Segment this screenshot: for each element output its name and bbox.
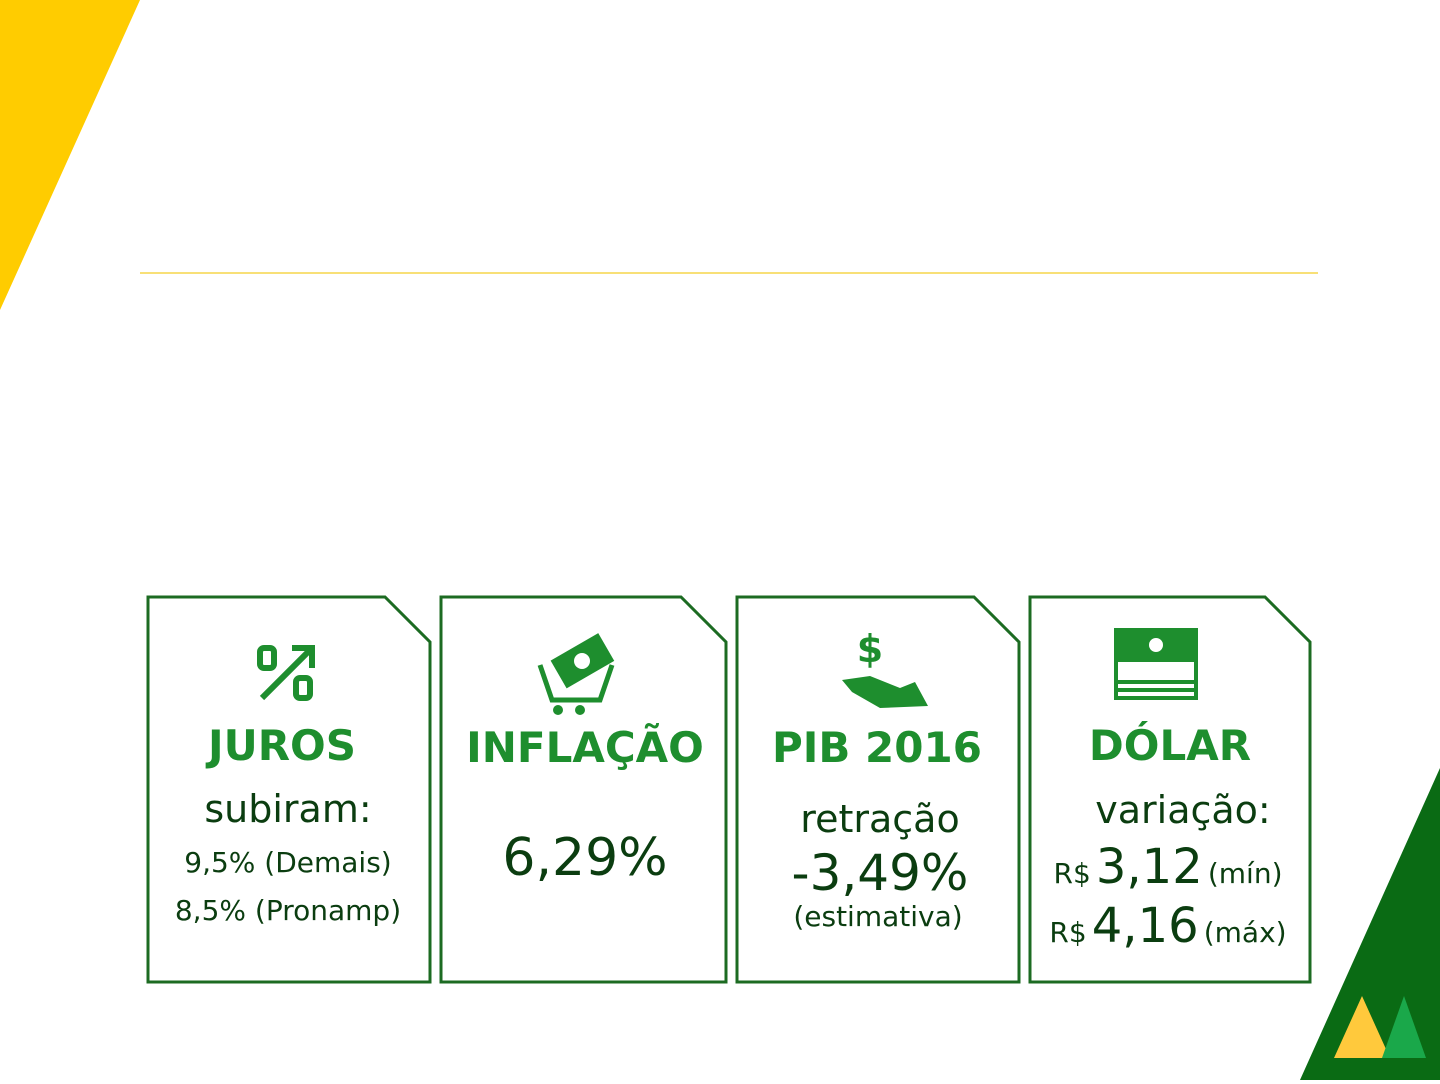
card xyxy=(439,595,728,984)
card-line: retração xyxy=(800,797,959,841)
logo xyxy=(1334,996,1426,1058)
note: (máx) xyxy=(1204,916,1287,949)
card-title: JUROS xyxy=(205,721,356,770)
card-line: 8,5% (Pronamp) xyxy=(175,894,401,927)
card-line: (estimativa) xyxy=(793,900,962,933)
icon-hand: $ xyxy=(842,627,928,708)
note: (mín) xyxy=(1208,857,1283,890)
svg-text:$: $ xyxy=(857,627,883,671)
icon-percent xyxy=(257,645,315,701)
amount: 3,12 xyxy=(1096,839,1203,895)
card-line: subiram: xyxy=(204,787,371,831)
card-line: 6,29% xyxy=(502,828,667,888)
card-line: variação: xyxy=(1095,788,1270,832)
card-line: R$ 3,12 (mín) xyxy=(1054,839,1283,895)
currency: R$ xyxy=(1049,916,1086,949)
card-line: -3,49% xyxy=(792,844,969,902)
card xyxy=(1028,595,1312,984)
currency: R$ xyxy=(1054,857,1091,890)
amount: 4,16 xyxy=(1092,898,1199,954)
card-title: INFLAÇÃO xyxy=(466,722,704,772)
card xyxy=(146,595,432,984)
card-line: R$ 4,16 (máx) xyxy=(1049,898,1286,954)
card xyxy=(735,595,1021,984)
yellow-corner xyxy=(0,0,140,310)
icon-bills xyxy=(1114,628,1198,700)
card-title: PIB 2016 xyxy=(772,723,982,772)
card-title: DÓLAR xyxy=(1089,720,1251,770)
icon-cart xyxy=(537,633,615,715)
card-line: 9,5% (Demais) xyxy=(184,846,391,879)
cards xyxy=(146,595,1312,984)
